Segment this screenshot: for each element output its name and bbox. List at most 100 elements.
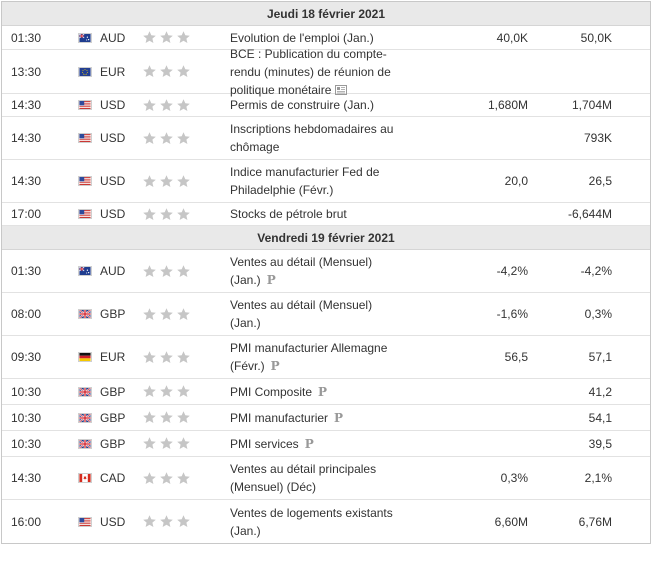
- preliminary-p-icon[interactable]: P: [266, 273, 276, 287]
- event-previous: -6,644M: [567, 207, 612, 221]
- event-forecast: -1,6%: [496, 307, 528, 321]
- importance-star-icon: [176, 30, 191, 45]
- importance-star-icon: [159, 471, 174, 486]
- event-currency: EUR: [100, 64, 126, 79]
- canada-flag-icon: [78, 473, 92, 483]
- event-row[interactable]: 16:00 USD Ventes de logements existants (J…: [2, 500, 650, 543]
- event-title-cell[interactable]: PMI manufacturier Allemagne (Févr.) P: [230, 336, 402, 378]
- event-title[interactable]: PMI Composite: [230, 384, 313, 399]
- importance-star-icon: [142, 514, 157, 529]
- importance-star-icon: [176, 98, 191, 113]
- event-title-cell[interactable]: PMI services P: [230, 432, 402, 456]
- event-title-cell[interactable]: Ventes au détail principales (Mensuel) (…: [230, 457, 402, 499]
- event-currency: AUD: [100, 30, 126, 45]
- event-title[interactable]: Indice manufacturier Fed de Philadelphie…: [230, 165, 380, 197]
- uk-flag-icon: [78, 386, 92, 397]
- event-title[interactable]: Evolution de l'emploi (Jan.): [230, 30, 374, 45]
- importance-star-icon: [142, 131, 157, 146]
- event-time: 14:30: [11, 98, 42, 112]
- event-title[interactable]: PMI manufacturier Allemagne (Févr.): [230, 341, 388, 373]
- event-time: 10:30: [11, 384, 42, 399]
- event-previous: -4,2%: [580, 264, 612, 278]
- event-title-cell[interactable]: PMI manufacturier P: [230, 406, 402, 430]
- event-row[interactable]: 01:30 AUD Ventes au détail (Mensuel) (Jan.…: [2, 250, 650, 293]
- event-forecast: 1,680M: [487, 98, 528, 112]
- importance-rating: [142, 350, 230, 365]
- importance-star-icon: [142, 264, 157, 279]
- event-row[interactable]: 13:30 EUR BCE : Publication du compte-rend…: [2, 47, 650, 97]
- preliminary-p-icon[interactable]: P: [270, 359, 280, 373]
- importance-star-icon: [176, 410, 191, 425]
- importance-star-icon: [142, 410, 157, 425]
- preliminary-p-icon[interactable]: P: [318, 384, 328, 399]
- usa-flag-icon: [78, 133, 92, 143]
- importance-rating: [142, 410, 230, 425]
- event-previous: 26,5: [588, 174, 612, 188]
- importance-rating: [142, 264, 230, 279]
- event-row[interactable]: 10:30 GBP PMI manufacturier P 54,1: [2, 405, 650, 431]
- importance-star-icon: [176, 131, 191, 146]
- event-row[interactable]: 10:30 GBP PMI Composite P 41,2: [2, 379, 650, 405]
- event-title-cell[interactable]: PMI Composite P: [230, 380, 402, 404]
- event-title[interactable]: PMI manufacturier: [230, 410, 329, 425]
- event-time: 01:30: [11, 264, 42, 278]
- event-title[interactable]: Ventes au détail (Mensuel) (Jan.): [230, 255, 373, 287]
- event-row[interactable]: 14:30 CAD Ventes au détail principales (Me…: [2, 457, 650, 500]
- importance-star-icon: [142, 384, 157, 399]
- event-title[interactable]: Permis de construire (Jan.): [230, 98, 375, 112]
- event-row[interactable]: 08:00 GBP Ventes au détail (Mensuel) (Jan.…: [2, 293, 650, 336]
- event-row[interactable]: 17:00 USD Stocks de pétrole brut -6,644M: [2, 203, 650, 226]
- event-title-cell[interactable]: Ventes au détail (Mensuel) (Jan.): [230, 293, 402, 335]
- importance-star-icon: [176, 384, 191, 399]
- event-row[interactable]: 01:30 AUD Evolution de l'emploi (Jan.) 40,0…: [2, 26, 650, 50]
- preliminary-p-icon[interactable]: P: [304, 436, 314, 451]
- event-row[interactable]: 14:30 USD Indice manufacturier Fed de Phil…: [2, 160, 650, 203]
- event-row[interactable]: 10:30 GBP PMI services P 39,5: [2, 431, 650, 457]
- event-title[interactable]: BCE : Publication du compte-rendu (minut…: [230, 46, 391, 97]
- event-forecast: 0,3%: [500, 471, 528, 485]
- uk-flag-icon: [78, 412, 92, 423]
- event-time: 16:00: [11, 514, 42, 529]
- importance-rating: [142, 30, 230, 45]
- event-title-cell[interactable]: Ventes au détail (Mensuel) (Jan.) P: [230, 250, 402, 292]
- importance-star-icon: [176, 174, 191, 189]
- event-title-cell[interactable]: Ventes de logements existants (Jan.): [230, 501, 402, 543]
- event-previous: 1,704M: [571, 98, 612, 112]
- event-row[interactable]: 09:30 EUR PMI manufacturier Allemagne (Fév…: [2, 336, 650, 379]
- event-row[interactable]: 14:30 USD Permis de construire (Jan.) 1,680…: [2, 94, 650, 117]
- event-title-cell[interactable]: Indice manufacturier Fed de Philadelphie…: [230, 160, 402, 202]
- event-currency: CAD: [100, 471, 126, 485]
- germany-flag-icon: [78, 352, 92, 362]
- importance-star-icon: [142, 471, 157, 486]
- importance-star-icon: [176, 207, 191, 222]
- event-title-cell[interactable]: BCE : Publication du compte-rendu (minut…: [230, 42, 402, 102]
- event-title[interactable]: Inscriptions hebdomadaires au chômage: [230, 122, 394, 154]
- event-title-cell[interactable]: Inscriptions hebdomadaires au chômage: [230, 117, 402, 159]
- importance-star-icon: [159, 174, 174, 189]
- event-time: 10:30: [11, 410, 42, 425]
- importance-star-icon: [159, 131, 174, 146]
- australia-flag-icon: [78, 32, 92, 43]
- event-title-cell[interactable]: Permis de construire (Jan.): [230, 93, 402, 117]
- event-forecast: 6,60M: [494, 514, 528, 529]
- event-title[interactable]: Ventes au détail (Mensuel) (Jan.): [230, 298, 373, 330]
- event-title-cell[interactable]: Evolution de l'emploi (Jan.): [230, 26, 402, 50]
- event-title[interactable]: Ventes de logements existants (Jan.): [230, 505, 393, 538]
- importance-star-icon: [142, 436, 157, 451]
- event-row[interactable]: 14:30 USD Inscriptions hebdomadaires au ch…: [2, 117, 650, 160]
- importance-star-icon: [159, 384, 174, 399]
- event-title[interactable]: Stocks de pétrole brut: [230, 207, 347, 221]
- event-forecast: 20,0: [504, 174, 528, 188]
- importance-rating: [142, 307, 230, 322]
- importance-star-icon: [159, 410, 174, 425]
- event-time: 01:30: [11, 30, 42, 45]
- importance-rating: [142, 131, 230, 146]
- importance-star-icon: [159, 436, 174, 451]
- event-title[interactable]: PMI services: [230, 436, 299, 451]
- preliminary-p-icon[interactable]: P: [334, 410, 344, 425]
- event-title[interactable]: Ventes au détail principales (Mensuel) (…: [230, 462, 377, 494]
- event-title-cell[interactable]: Stocks de pétrole brut: [230, 202, 402, 226]
- day-header: Vendredi 19 février 2021: [2, 226, 650, 250]
- document-icon[interactable]: [335, 84, 348, 95]
- importance-rating: [142, 207, 230, 222]
